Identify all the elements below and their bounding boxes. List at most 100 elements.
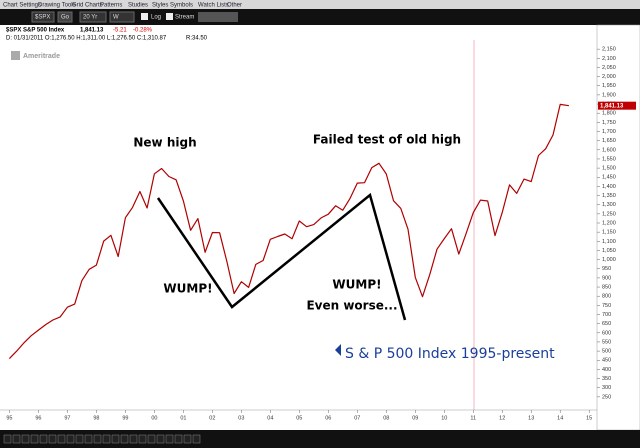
tool-icon[interactable] — [21, 434, 30, 444]
symbol[interactable]: $SPX — [35, 15, 50, 21]
x-tick-label: 98 — [93, 415, 99, 421]
arrow-icon — [335, 344, 341, 356]
tool-icon[interactable] — [12, 434, 21, 444]
y-tick-label: 1,300 — [602, 202, 616, 208]
y-tick-label: 850 — [602, 285, 611, 291]
stream[interactable]: Stream — [175, 15, 194, 21]
y-tick-label: 2,150 — [602, 47, 616, 53]
x-tick-label: 11 — [470, 415, 476, 421]
annotation: New high — [133, 136, 196, 150]
y-tick-label: 1,050 — [602, 248, 616, 254]
y-tick-label: 950 — [602, 266, 611, 272]
y-tick-label: 300 — [602, 385, 611, 391]
x-tick-label: 09 — [412, 415, 418, 421]
logo: Ameritrade — [23, 53, 60, 60]
y-tick-label: 1,150 — [602, 230, 616, 236]
menu-item[interactable]: Chart Settings — [3, 3, 41, 9]
stream-checkbox[interactable] — [166, 13, 173, 20]
tool-icon[interactable] — [156, 434, 165, 444]
menu-item[interactable]: Other — [227, 3, 242, 9]
chart-panel — [0, 25, 640, 430]
tool-icon[interactable] — [192, 434, 201, 444]
y-tick-label: 1,950 — [602, 83, 616, 89]
interval[interactable]: W — [113, 15, 119, 21]
x-tick-label: 97 — [64, 415, 70, 421]
y-tick-label: 2,100 — [602, 56, 616, 62]
period-select[interactable] — [79, 11, 107, 23]
y-tick-label: 250 — [602, 394, 611, 400]
logo-mark — [11, 51, 20, 60]
x-tick-label: 07 — [354, 415, 360, 421]
tool-icon[interactable] — [183, 434, 192, 444]
annotation: WUMP! — [332, 278, 381, 292]
y-tick-label: 1,900 — [602, 92, 616, 98]
y-tick-label: 600 — [602, 330, 611, 336]
button[interactable] — [198, 12, 238, 22]
menu-item[interactable]: Drawing Tools — [38, 3, 76, 9]
x-tick-label: 99 — [122, 415, 128, 421]
tool-icon[interactable] — [75, 434, 84, 444]
y-tick-label: 400 — [602, 367, 611, 373]
menu-item[interactable]: Symbols — [170, 3, 193, 9]
go[interactable]: Go — [61, 15, 70, 21]
tool-icon[interactable] — [3, 434, 12, 444]
x-tick-label: 01 — [180, 415, 186, 421]
annotation-lines — [156, 192, 407, 321]
y-tick-label: 1,400 — [602, 184, 616, 190]
symbol-input[interactable] — [31, 11, 55, 23]
y-tick-label: 450 — [602, 358, 611, 364]
y-tick-label: 750 — [602, 303, 611, 309]
quote-change: -5.21 — [113, 28, 127, 34]
annotation: Failed test of old high — [313, 133, 461, 147]
tool-icon[interactable] — [174, 434, 183, 444]
y-tick-label: 1,250 — [602, 211, 616, 217]
go-button[interactable] — [57, 11, 73, 23]
y-tick-label: 1,000 — [602, 257, 616, 263]
x-tick-label: 10 — [441, 415, 447, 421]
tool-icon[interactable] — [66, 434, 75, 444]
x-tick-label: 95 — [6, 415, 12, 421]
tool-icon[interactable] — [102, 434, 111, 444]
tool-icon[interactable] — [93, 434, 102, 444]
tool-icon[interactable] — [129, 434, 138, 444]
bar-info: D: 01/31/2011 O:1,276.50 H:1,311.00 L:1,… — [6, 36, 167, 42]
tool-icon[interactable] — [120, 434, 129, 444]
y-tick-label: 1,350 — [602, 193, 616, 199]
menu-item[interactable]: Studies — [128, 3, 148, 9]
y-tick-label: 2,000 — [602, 74, 616, 80]
menu-item[interactable]: Watch Lists — [198, 3, 229, 9]
menu-item[interactable]: Patterns — [100, 3, 122, 9]
y-tick-label: 900 — [602, 275, 611, 281]
menu-item[interactable]: Styles — [152, 3, 168, 9]
tool-icon[interactable] — [39, 434, 48, 444]
menu-item[interactable]: Grid Charts — [72, 3, 103, 9]
y-tick-label: 1,700 — [602, 129, 616, 135]
y-tick-label: 550 — [602, 339, 611, 345]
interval-select[interactable] — [109, 11, 135, 23]
annotation: Even worse... — [306, 299, 397, 313]
log[interactable]: Log — [151, 15, 161, 21]
y-tick-label: 800 — [602, 294, 611, 300]
tool-icon[interactable] — [147, 434, 156, 444]
period[interactable]: 20 Yr — [83, 15, 97, 21]
y-tick-label: 1,650 — [602, 138, 616, 144]
y-tick-label: 2,050 — [602, 65, 616, 71]
quote-last: 1,841.13 — [80, 28, 104, 34]
tool-icon[interactable] — [84, 434, 93, 444]
tool-icon[interactable] — [57, 434, 66, 444]
tool-icon[interactable] — [165, 434, 174, 444]
y-tick-label: 1,550 — [602, 156, 616, 162]
log-checkbox[interactable] — [141, 13, 148, 20]
tool-icon[interactable] — [111, 434, 120, 444]
y-tick-label: 1,500 — [602, 166, 616, 172]
x-tick-label: 13 — [528, 415, 534, 421]
x-tick-label: 15 — [586, 415, 592, 421]
tool-icon[interactable] — [48, 434, 57, 444]
tool-icon[interactable] — [30, 434, 39, 444]
x-tick-label: 06 — [325, 415, 331, 421]
tool-icon[interactable] — [138, 434, 147, 444]
x-tick-label: 04 — [267, 415, 273, 421]
range-info: R:34.50 — [186, 36, 208, 42]
